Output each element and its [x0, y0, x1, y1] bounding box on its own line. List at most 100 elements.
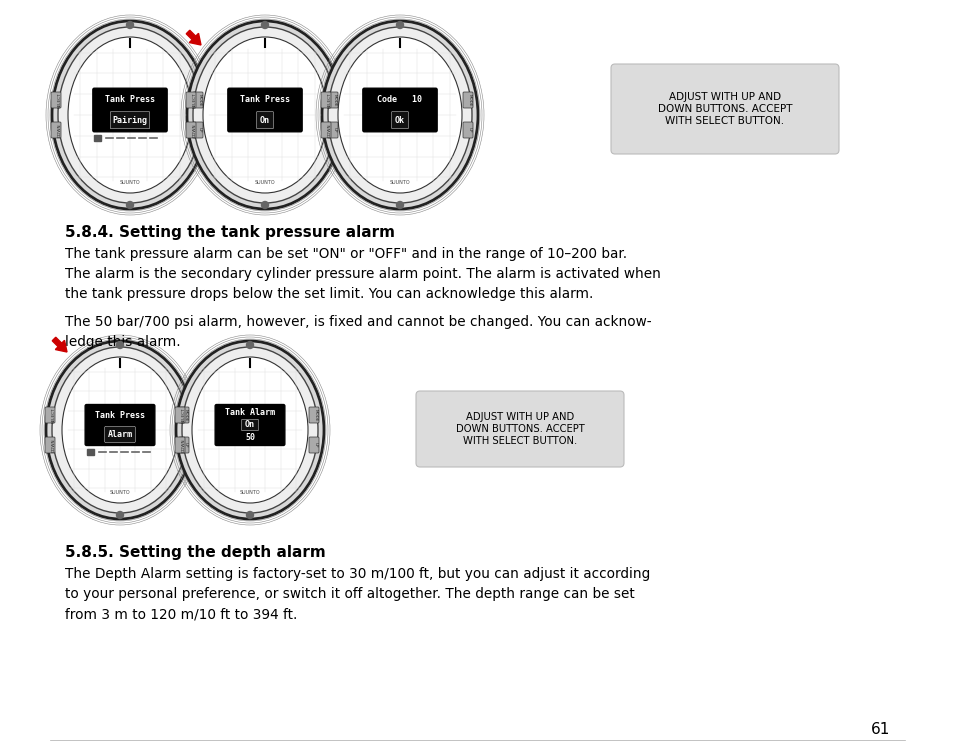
Text: UP: UP [314, 442, 317, 448]
FancyBboxPatch shape [174, 407, 185, 423]
Text: SELECT: SELECT [193, 92, 196, 108]
Text: Pairing: Pairing [112, 116, 148, 125]
Circle shape [246, 512, 253, 519]
Ellipse shape [322, 21, 477, 209]
Ellipse shape [52, 21, 208, 209]
Text: SUUNTO: SUUNTO [110, 491, 131, 495]
Text: MODE: MODE [198, 94, 202, 107]
Text: SUUNTO: SUUNTO [389, 181, 410, 185]
Ellipse shape [192, 357, 308, 503]
Ellipse shape [68, 37, 192, 193]
Circle shape [127, 202, 133, 209]
Text: 61: 61 [870, 723, 889, 738]
Circle shape [396, 202, 403, 209]
Text: SELECT: SELECT [182, 407, 186, 423]
FancyBboxPatch shape [92, 88, 167, 132]
FancyBboxPatch shape [256, 112, 274, 129]
Text: The Depth Alarm setting is factory-set to 30 m/100 ft, but you can adjust it acc: The Depth Alarm setting is factory-set t… [65, 567, 650, 621]
Text: SUUNTO: SUUNTO [239, 491, 260, 495]
Text: DOWN: DOWN [58, 123, 62, 137]
Text: MODE: MODE [314, 409, 317, 421]
FancyBboxPatch shape [45, 437, 55, 453]
FancyBboxPatch shape [111, 112, 150, 129]
FancyBboxPatch shape [186, 122, 195, 138]
Text: On: On [260, 116, 270, 125]
Text: SUUNTO: SUUNTO [254, 181, 275, 185]
Text: DOWN: DOWN [193, 123, 196, 137]
Text: 50: 50 [245, 433, 254, 442]
FancyBboxPatch shape [87, 449, 93, 455]
FancyBboxPatch shape [462, 122, 473, 138]
Text: Alarm: Alarm [108, 430, 132, 439]
Text: DOWN: DOWN [52, 438, 56, 452]
FancyBboxPatch shape [186, 92, 195, 108]
Text: SELECT: SELECT [328, 92, 332, 108]
Ellipse shape [52, 347, 188, 513]
Circle shape [127, 21, 133, 29]
Text: 5.8.4. Setting the tank pressure alarm: 5.8.4. Setting the tank pressure alarm [65, 225, 395, 240]
FancyBboxPatch shape [328, 122, 337, 138]
Text: UP: UP [468, 127, 472, 133]
FancyBboxPatch shape [328, 92, 337, 108]
FancyBboxPatch shape [94, 135, 101, 141]
Ellipse shape [187, 21, 343, 209]
FancyBboxPatch shape [85, 404, 154, 445]
Ellipse shape [58, 27, 202, 203]
Text: On: On [245, 420, 254, 429]
Text: The tank pressure alarm can be set "ON" or "OFF" and in the range of 10–200 bar.: The tank pressure alarm can be set "ON" … [65, 247, 660, 301]
FancyBboxPatch shape [193, 122, 203, 138]
Text: Ok: Ok [395, 116, 405, 125]
FancyBboxPatch shape [193, 92, 203, 108]
Ellipse shape [193, 27, 336, 203]
FancyBboxPatch shape [241, 420, 258, 431]
FancyBboxPatch shape [51, 92, 61, 108]
Circle shape [116, 512, 123, 519]
Text: MODE: MODE [184, 409, 188, 421]
FancyBboxPatch shape [462, 92, 473, 108]
Text: Tank Alarm: Tank Alarm [225, 407, 274, 417]
FancyBboxPatch shape [362, 88, 436, 132]
Circle shape [396, 21, 403, 29]
FancyBboxPatch shape [179, 407, 189, 423]
FancyBboxPatch shape [174, 437, 185, 453]
Text: Tank Press: Tank Press [240, 95, 290, 104]
Ellipse shape [328, 27, 472, 203]
FancyBboxPatch shape [179, 437, 189, 453]
FancyBboxPatch shape [391, 112, 408, 129]
FancyArrow shape [186, 30, 201, 45]
Text: ADJUST WITH UP AND
DOWN BUTTONS. ACCEPT
WITH SELECT BUTTON.: ADJUST WITH UP AND DOWN BUTTONS. ACCEPT … [657, 92, 791, 125]
Text: UP: UP [184, 442, 188, 448]
FancyBboxPatch shape [228, 88, 302, 132]
Circle shape [261, 202, 268, 209]
Text: SUUNTO: SUUNTO [119, 181, 140, 185]
Text: DOWN: DOWN [328, 123, 332, 137]
Text: DOWN: DOWN [182, 438, 186, 452]
FancyBboxPatch shape [320, 92, 331, 108]
Text: Code   10: Code 10 [377, 95, 422, 104]
Text: MODE: MODE [333, 94, 336, 107]
Circle shape [246, 342, 253, 349]
Text: SELECT: SELECT [52, 407, 56, 423]
FancyBboxPatch shape [610, 64, 838, 154]
Text: UP: UP [333, 127, 336, 133]
Ellipse shape [175, 341, 324, 519]
FancyBboxPatch shape [51, 122, 61, 138]
FancyBboxPatch shape [309, 437, 318, 453]
FancyArrow shape [52, 337, 67, 352]
FancyBboxPatch shape [416, 391, 623, 467]
Ellipse shape [62, 357, 178, 503]
Ellipse shape [182, 347, 317, 513]
FancyBboxPatch shape [320, 122, 331, 138]
Ellipse shape [46, 341, 193, 519]
Text: ADJUST WITH UP AND
DOWN BUTTONS. ACCEPT
WITH SELECT BUTTON.: ADJUST WITH UP AND DOWN BUTTONS. ACCEPT … [456, 413, 584, 445]
Ellipse shape [203, 37, 327, 193]
FancyBboxPatch shape [105, 426, 135, 442]
Text: Tank Press: Tank Press [95, 411, 145, 420]
Text: SELECT: SELECT [58, 92, 62, 108]
Text: Tank Press: Tank Press [105, 95, 154, 104]
Circle shape [261, 21, 268, 29]
FancyBboxPatch shape [45, 407, 55, 423]
FancyBboxPatch shape [215, 404, 285, 445]
Text: The 50 bar/700 psi alarm, however, is fixed and cannot be changed. You can ackno: The 50 bar/700 psi alarm, however, is fi… [65, 315, 651, 349]
Circle shape [116, 342, 123, 349]
